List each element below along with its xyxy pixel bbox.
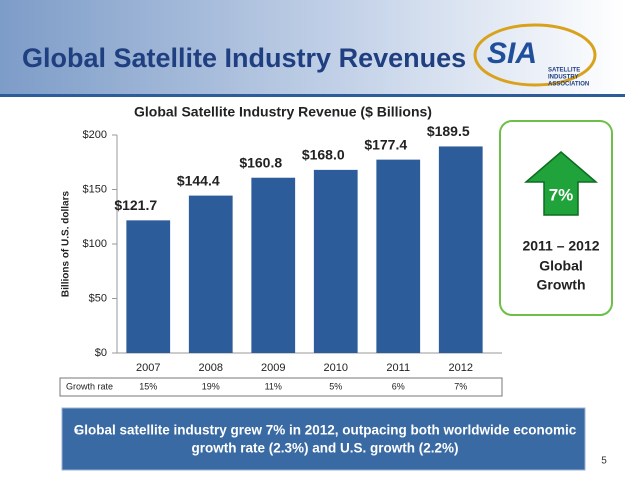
bar [376,159,421,353]
header-rule [0,94,625,97]
growth-value: 15% [139,381,157,391]
bar [313,169,358,353]
value-label: $189.5 [427,123,470,139]
callout-text: 2011 – 2012 [522,238,599,254]
logo-subtitle: SATELLITE [548,68,580,74]
y-tick-label: $200 [83,129,107,141]
callout-text: Growth [537,277,586,293]
y-axis-label: Billions of U.S. dollars [61,191,72,298]
y-tick-label: $0 [95,347,107,359]
bullet-mark: • [75,425,79,437]
value-label: $121.7 [114,197,157,213]
growth-value: 7% [454,381,467,391]
bar [251,177,296,353]
header-band [0,0,625,96]
summary-text: growth rate (2.3%) and U.S. growth (2.2%… [191,441,458,456]
logo: SIA [487,37,537,70]
growth-table [59,377,503,397]
y-tick-label: $50 [89,292,107,304]
value-label: $177.4 [364,136,407,152]
chart-title: Global Satellite Industry Revenue ($ Bil… [134,104,432,120]
growth-value: 11% [265,381,282,391]
logo-ring [473,23,597,87]
x-tick-label: 2010 [324,362,348,374]
bar [126,220,171,353]
logo-subtitle: INDUSTRY [548,75,578,81]
callout-box [499,120,613,316]
x-tick-label: 2007 [136,362,160,374]
value-label: $144.4 [177,172,220,188]
x-tick-label: 2009 [261,362,285,374]
callout-text: Global [539,258,583,274]
growth-value: 5% [329,381,342,391]
y-tick-label: $100 [83,238,107,250]
summary-text: Global satellite industry grew 7% in 201… [74,423,577,438]
x-tick-label: 2008 [199,362,223,374]
bar [188,195,233,353]
summary-box [61,407,586,471]
x-tick-label: 2011 [386,362,410,374]
x-tick-label: 2012 [449,362,473,374]
callout-value: 7% [549,185,574,204]
value-label: $168.0 [302,147,345,163]
page-number: 5 [601,456,607,467]
growth-value: 19% [202,381,220,391]
growth-arrow [523,151,599,216]
value-label: $160.8 [239,154,282,170]
y-tick-label: $150 [83,183,107,195]
growth-label: Growth rate [66,381,113,391]
slide-title: Global Satellite Industry Revenues [22,43,466,73]
logo-subtitle: ASSOCIATION [548,82,589,88]
bar [438,146,483,353]
growth-value: 6% [392,381,405,391]
